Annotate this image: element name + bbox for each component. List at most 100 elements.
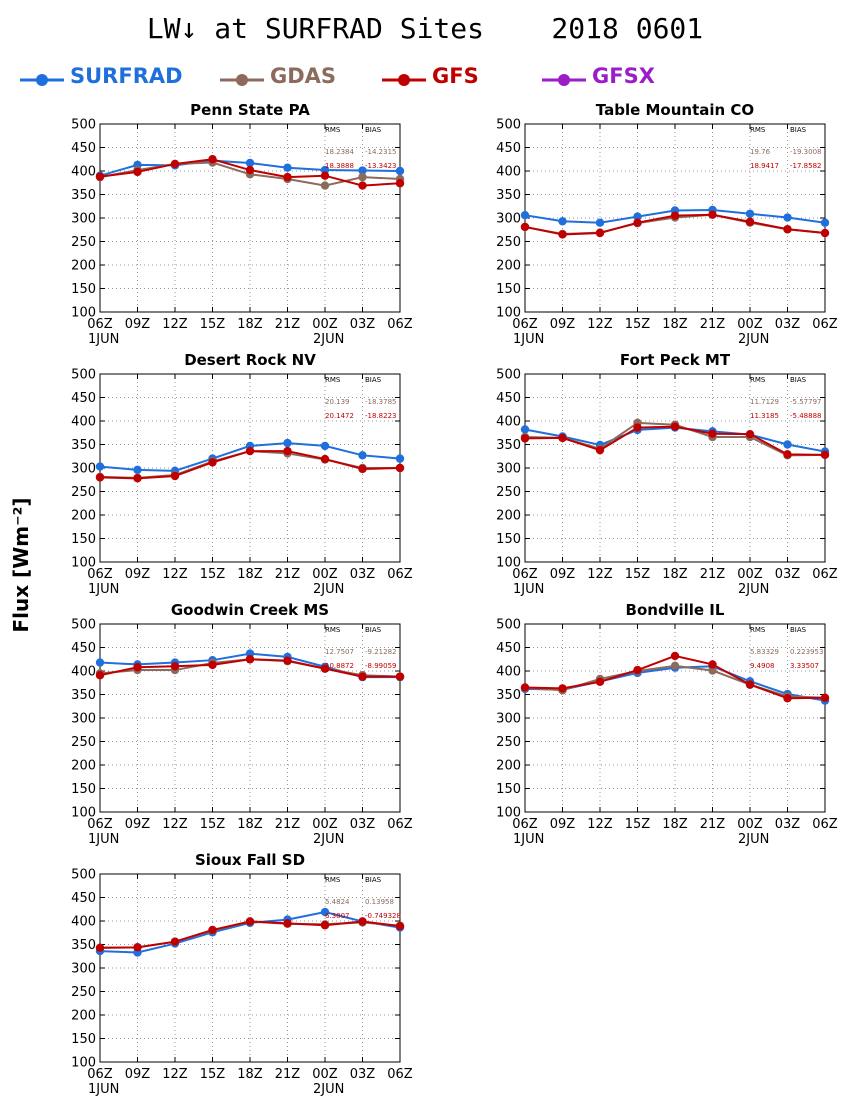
data-point bbox=[95, 943, 105, 952]
x-tick-label: 03Z bbox=[350, 567, 376, 582]
x-tick-label: 18Z bbox=[662, 817, 688, 832]
data-point bbox=[558, 684, 567, 693]
chart-panel: Penn State PA 100 150 200 250 300 350 400 450 500… bbox=[71, 101, 413, 347]
stat-rms: 10.8872 bbox=[325, 662, 354, 670]
y-tick-label: 450 bbox=[71, 641, 96, 656]
y-tick-label: 250 bbox=[496, 735, 521, 750]
y-tick-label: 450 bbox=[71, 141, 96, 156]
y-tick-label: 400 bbox=[71, 415, 96, 430]
x-tick-label: 12Z bbox=[162, 817, 188, 832]
legend-dot bbox=[558, 74, 570, 86]
data-point bbox=[745, 217, 755, 226]
y-tick-label: 450 bbox=[71, 391, 96, 406]
y-tick-label: 100 bbox=[71, 1056, 96, 1071]
x-date-label: 1JUN bbox=[88, 332, 119, 347]
data-point bbox=[245, 158, 255, 168]
x-tick-label: 06Z bbox=[87, 817, 113, 832]
data-point bbox=[633, 423, 642, 432]
x-tick-label: 18Z bbox=[237, 567, 263, 582]
stat-bias: -9.21282 bbox=[365, 648, 396, 656]
y-tick-label: 400 bbox=[496, 665, 521, 680]
y-tick-label: 150 bbox=[71, 532, 96, 547]
x-tick-label: 21Z bbox=[275, 1067, 301, 1082]
data-point bbox=[320, 441, 330, 451]
data-point bbox=[395, 921, 405, 931]
data-point bbox=[95, 671, 105, 680]
x-tick-label: 03Z bbox=[350, 817, 376, 832]
x-date-label: 2JUN bbox=[738, 582, 769, 597]
data-point bbox=[558, 433, 567, 443]
x-tick-label: 18Z bbox=[237, 817, 263, 832]
x-tick-label: 12Z bbox=[162, 567, 188, 582]
data-point bbox=[595, 228, 605, 238]
data-point bbox=[520, 434, 530, 443]
y-tick-label: 400 bbox=[71, 165, 96, 180]
x-tick-label: 15Z bbox=[200, 817, 226, 832]
data-point bbox=[283, 919, 292, 928]
data-point bbox=[708, 429, 717, 438]
data-point bbox=[358, 451, 367, 460]
stats-header-bias: BIAS bbox=[365, 626, 382, 634]
data-point bbox=[395, 166, 405, 176]
x-tick-label: 03Z bbox=[775, 817, 801, 832]
x-tick-label: 18Z bbox=[662, 567, 688, 582]
panel-title: Desert Rock NV bbox=[184, 351, 316, 369]
stats-header-rms: RMS bbox=[325, 126, 341, 134]
data-point bbox=[245, 165, 255, 175]
data-point bbox=[170, 662, 180, 671]
data-point bbox=[708, 210, 717, 219]
x-tick-label: 06Z bbox=[512, 317, 538, 332]
x-tick-label: 06Z bbox=[87, 317, 113, 332]
y-tick-label: 500 bbox=[496, 118, 521, 133]
data-point bbox=[633, 212, 642, 221]
legend-label-gfs: GFS bbox=[432, 64, 479, 88]
x-tick-label: 06Z bbox=[87, 567, 113, 582]
stats-header-rms: RMS bbox=[325, 876, 341, 884]
data-point bbox=[358, 464, 367, 474]
legend-dot bbox=[398, 74, 410, 86]
stat-rms: 18.3888 bbox=[325, 162, 354, 170]
x-tick-label: 00Z bbox=[737, 567, 763, 582]
data-point bbox=[520, 683, 530, 692]
y-tick-label: 350 bbox=[496, 188, 521, 203]
data-point bbox=[820, 218, 830, 227]
legend-dot bbox=[236, 74, 248, 86]
x-tick-label: 06Z bbox=[387, 817, 413, 832]
data-point bbox=[820, 693, 830, 702]
main-title: LW↓ at SURFRAD Sites 2018 0601 bbox=[146, 12, 704, 45]
x-tick-label: 15Z bbox=[625, 317, 651, 332]
stats-header-bias: BIAS bbox=[790, 626, 807, 634]
y-tick-label: 400 bbox=[71, 915, 96, 930]
stat-bias: 0.223953 bbox=[790, 648, 823, 656]
x-tick-label: 15Z bbox=[200, 1067, 226, 1082]
stats-header-bias: BIAS bbox=[365, 876, 382, 884]
x-tick-label: 21Z bbox=[700, 567, 726, 582]
x-tick-label: 09Z bbox=[550, 567, 576, 582]
y-tick-label: 150 bbox=[71, 1032, 96, 1047]
panel-title: Bondville IL bbox=[626, 601, 725, 619]
x-tick-label: 12Z bbox=[162, 1067, 188, 1082]
y-tick-label: 150 bbox=[496, 532, 521, 547]
x-tick-label: 12Z bbox=[587, 567, 613, 582]
stats-header-rms: RMS bbox=[325, 626, 341, 634]
y-tick-label: 150 bbox=[496, 282, 521, 297]
x-tick-label: 09Z bbox=[125, 817, 151, 832]
x-tick-label: 06Z bbox=[87, 1067, 113, 1082]
stats-header-rms: RMS bbox=[750, 626, 766, 634]
y-tick-label: 150 bbox=[71, 782, 96, 797]
stat-rms: 11.3185 bbox=[750, 412, 779, 420]
panel-title: Penn State PA bbox=[190, 101, 310, 119]
data-point bbox=[170, 937, 180, 946]
data-point bbox=[133, 663, 142, 672]
x-tick-label: 06Z bbox=[387, 1067, 413, 1082]
chart-panel: Sioux Fall SD 100 150 200 250 300 350 400 450 500… bbox=[71, 851, 413, 1097]
legend-marker-gdas bbox=[220, 74, 264, 86]
data-point bbox=[208, 155, 217, 164]
data-point bbox=[320, 181, 330, 190]
data-point bbox=[745, 209, 755, 218]
x-tick-label: 21Z bbox=[275, 317, 301, 332]
stat-bias: -5.48888 bbox=[790, 412, 821, 420]
legend-marker-gfsx bbox=[542, 74, 586, 86]
data-point bbox=[133, 474, 142, 483]
